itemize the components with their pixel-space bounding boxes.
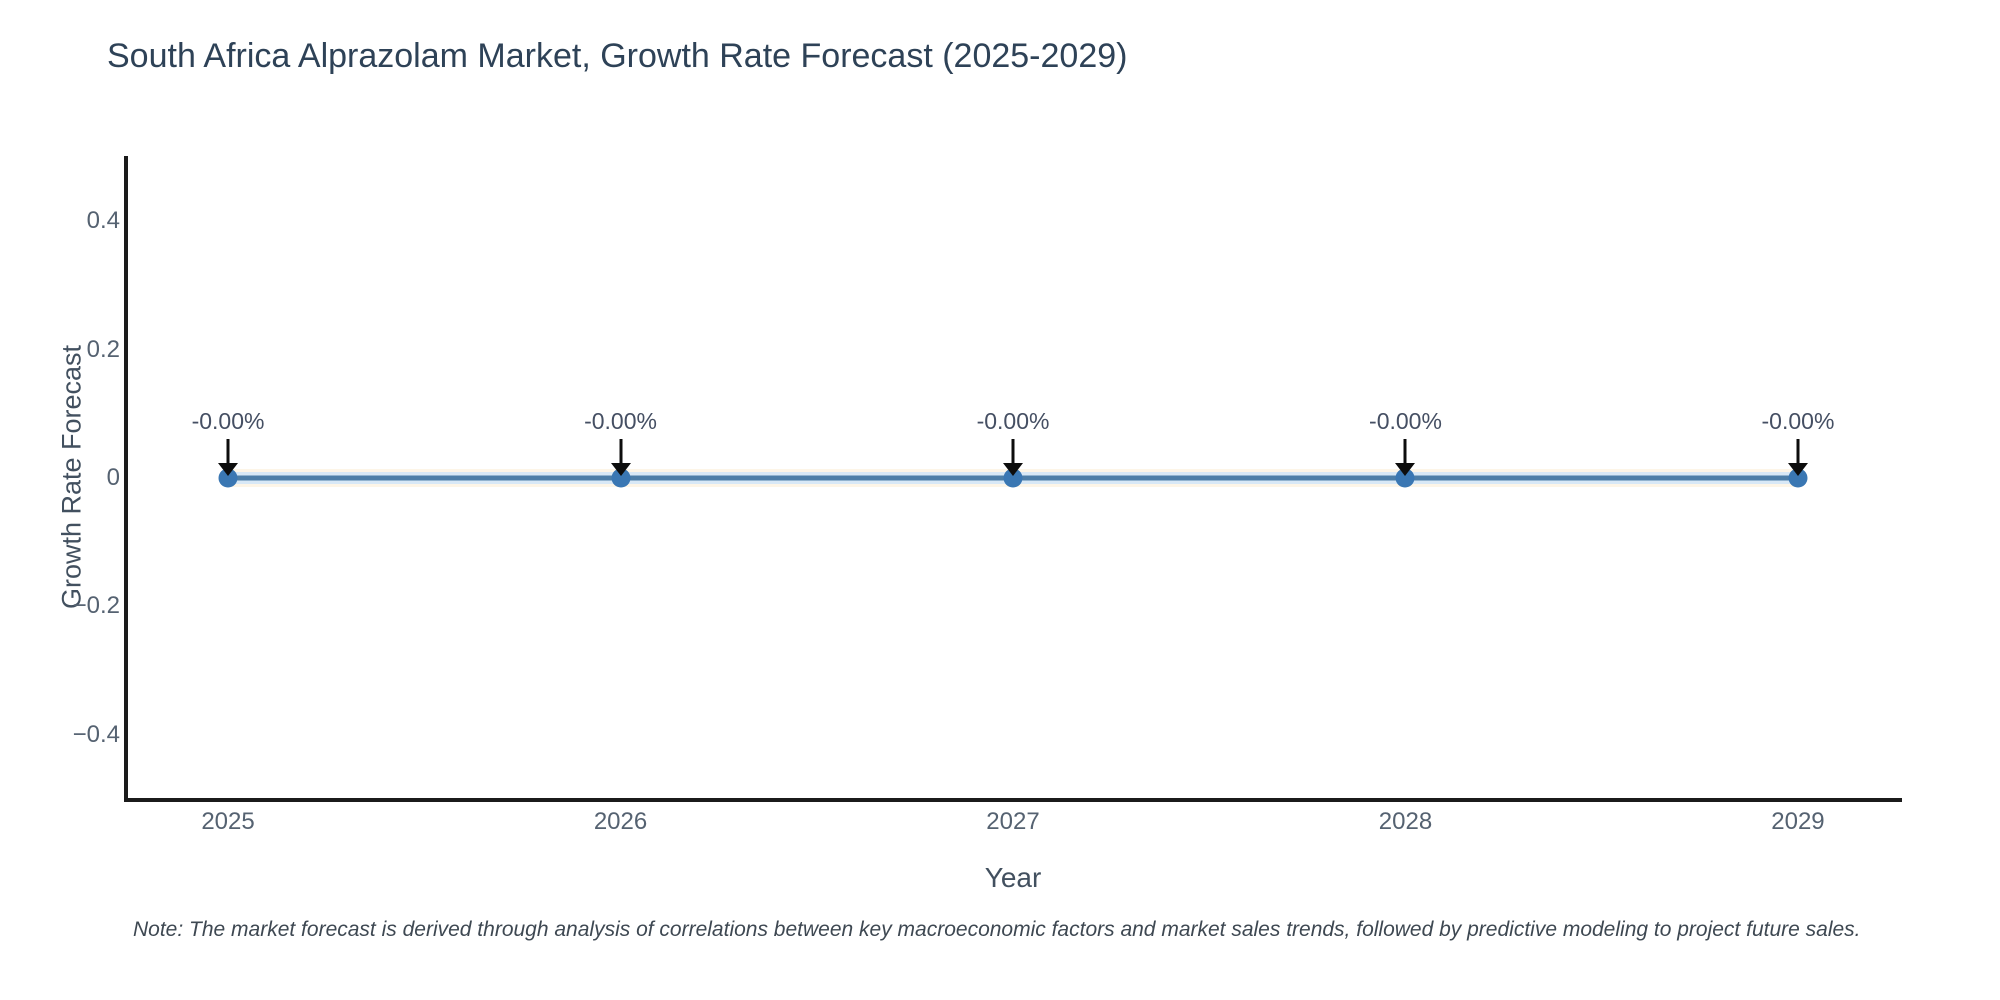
footnote: Note: The market forecast is derived thr…: [133, 918, 1861, 941]
annotation-arrow-head-icon: [610, 463, 631, 476]
x-tick-label: 2028: [1378, 808, 1433, 835]
annotation-arrow-head-icon: [1395, 463, 1416, 476]
x-tick-label: 2027: [986, 808, 1040, 835]
x-axis-title: Year: [984, 862, 1042, 893]
chart-title: South Africa Alprazolam Market, Growth R…: [107, 37, 1128, 75]
x-tick-label: 2026: [593, 808, 648, 835]
y-tick-label: 0.2: [86, 335, 120, 363]
point-annotation-label: -0.00%: [1369, 408, 1442, 434]
y-tick-label: 0.4: [86, 207, 120, 235]
y-tick-label: −0.4: [72, 720, 120, 748]
point-annotation-label: -0.00%: [191, 408, 265, 434]
annotation-arrow-head-icon: [218, 463, 239, 476]
x-axis-spine: [124, 798, 1902, 802]
x-tick-label: 2029: [1771, 808, 1825, 835]
annotation-arrow-stem: [1403, 439, 1407, 463]
x-tick-label: 2025: [201, 808, 255, 835]
annotation-arrow-stem: [226, 439, 230, 463]
annotation-arrow-stem: [1011, 439, 1015, 463]
point-annotation-label: -0.00%: [584, 408, 657, 434]
point-annotation-label: -0.00%: [1761, 408, 1835, 434]
annotation-arrow-head-icon: [1787, 463, 1808, 476]
y-tick-label: 0: [106, 464, 120, 491]
annotation-arrow-stem: [1796, 439, 1800, 463]
y-tick-label: −0.2: [72, 592, 120, 620]
annotation-arrow-head-icon: [1003, 463, 1023, 476]
point-annotation-label: -0.00%: [976, 408, 1050, 434]
y-axis-spine: [124, 156, 128, 802]
annotation-arrow-stem: [619, 439, 623, 463]
